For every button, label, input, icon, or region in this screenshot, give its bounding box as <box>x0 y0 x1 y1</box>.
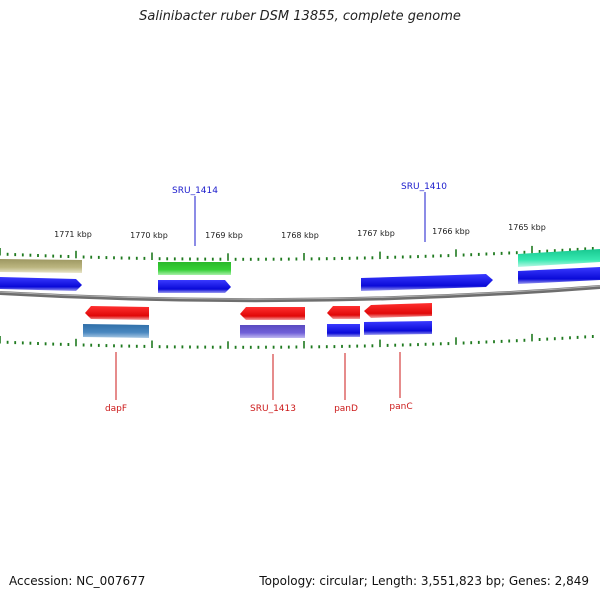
gene-feature-teal[interactable] <box>518 249 600 267</box>
gene-label-dapf[interactable]: dapF <box>105 404 127 414</box>
gene-feature-red-dapf[interactable] <box>85 306 149 320</box>
genome-backbone-highlight <box>0 285 600 300</box>
gene-feature-blue-pand[interactable] <box>327 324 360 337</box>
ruler-bottom <box>0 333 594 349</box>
gene-feature-blue-sru1414[interactable] <box>158 280 231 293</box>
gene-label-pand[interactable]: panD <box>334 404 358 414</box>
ruler-label: 1768 kbp <box>281 231 319 240</box>
ruler-label: 1765 kbp <box>508 223 546 232</box>
ruler-label: 1769 kbp <box>205 231 243 240</box>
topology-text: Topology: circular; Length: 3,551,823 bp… <box>259 574 589 588</box>
gene-label-sru1413[interactable]: SRU_1413 <box>250 404 296 414</box>
ruler-label: 1770 kbp <box>130 231 168 240</box>
genome-backbone <box>0 285 600 303</box>
gene-label-sru1410[interactable]: SRU_1410 <box>401 182 447 192</box>
ruler-label: 1771 kbp <box>54 230 92 239</box>
gene-feature-olive[interactable] <box>0 259 82 273</box>
gene-feature-red-panc[interactable] <box>364 303 432 318</box>
ruler-label: 1766 kbp <box>432 227 470 236</box>
gene-feature-blue-right[interactable] <box>518 267 600 284</box>
gene-feature-purple-sru1413[interactable] <box>240 325 305 338</box>
ruler-label: 1767 kbp <box>357 229 395 238</box>
gene-feature-steel-dapf[interactable] <box>83 324 149 338</box>
gene-feature-blue[interactable] <box>0 277 82 291</box>
ruler-top <box>0 245 594 261</box>
gene-feature-blue-sru1410[interactable] <box>361 274 493 291</box>
gene-label-panc[interactable]: panC <box>389 402 412 412</box>
gene-label-sru1414[interactable]: SRU_1414 <box>172 186 218 196</box>
accession-text: Accession: NC_007677 <box>9 574 146 588</box>
gene-feature-red-sru1413[interactable] <box>240 307 305 320</box>
gene-feature-blue-panc[interactable] <box>364 321 432 335</box>
genome-title: Salinibacter ruber DSM 13855, complete g… <box>139 9 461 24</box>
gene-feature-green-sru1414[interactable] <box>158 262 231 275</box>
gene-feature-red-pand[interactable] <box>327 306 360 319</box>
